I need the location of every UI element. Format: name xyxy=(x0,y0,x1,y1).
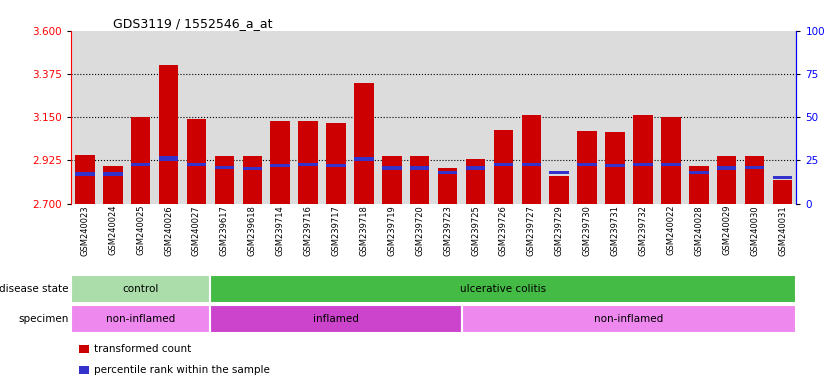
Text: percentile rank within the sample: percentile rank within the sample xyxy=(94,365,270,375)
Bar xyxy=(577,131,597,204)
Bar xyxy=(773,180,792,204)
Bar xyxy=(354,83,374,204)
Bar xyxy=(187,119,206,204)
Bar xyxy=(326,123,346,204)
Text: disease state: disease state xyxy=(0,284,68,294)
Text: specimen: specimen xyxy=(18,314,68,324)
Bar xyxy=(438,168,457,204)
Text: non-inflamed: non-inflamed xyxy=(106,314,175,324)
Bar xyxy=(605,164,625,167)
Bar xyxy=(661,117,681,204)
Bar xyxy=(465,159,485,204)
Bar xyxy=(158,157,178,161)
Bar xyxy=(773,176,792,179)
Bar xyxy=(131,163,150,166)
Bar xyxy=(661,163,681,167)
Bar xyxy=(131,117,150,204)
Bar xyxy=(214,157,234,204)
Bar xyxy=(717,167,736,170)
Bar xyxy=(410,167,430,170)
Bar xyxy=(270,164,290,167)
Bar xyxy=(243,167,262,170)
Bar xyxy=(103,172,123,175)
Bar xyxy=(717,156,736,204)
Text: non-inflamed: non-inflamed xyxy=(595,314,664,324)
Bar xyxy=(410,156,430,204)
Bar xyxy=(158,65,178,204)
Bar xyxy=(633,115,653,204)
Polygon shape xyxy=(73,287,80,291)
Bar xyxy=(494,163,513,167)
Text: transformed count: transformed count xyxy=(94,344,192,354)
Bar xyxy=(689,166,709,204)
Bar xyxy=(633,163,653,167)
Bar xyxy=(354,157,374,161)
Bar xyxy=(187,163,206,166)
Bar xyxy=(299,121,318,204)
Bar xyxy=(550,176,569,204)
Bar xyxy=(326,164,346,167)
Text: control: control xyxy=(123,284,158,294)
Bar xyxy=(270,121,290,204)
Bar xyxy=(605,131,625,204)
Text: ulcerative colitis: ulcerative colitis xyxy=(460,284,546,294)
Bar xyxy=(75,155,94,204)
Bar xyxy=(494,130,513,204)
Bar xyxy=(465,167,485,170)
Bar xyxy=(521,115,541,204)
Text: GDS3119 / 1552546_a_at: GDS3119 / 1552546_a_at xyxy=(113,17,272,30)
Bar xyxy=(521,163,541,167)
Bar xyxy=(382,167,402,170)
Bar xyxy=(214,166,234,169)
Bar xyxy=(382,157,402,204)
Bar xyxy=(103,166,123,204)
Bar xyxy=(577,163,597,167)
Bar xyxy=(689,171,709,174)
Bar xyxy=(745,167,765,169)
Bar xyxy=(299,163,318,167)
Bar xyxy=(550,171,569,174)
Bar xyxy=(745,157,765,204)
Bar xyxy=(75,172,94,175)
Bar xyxy=(243,157,262,204)
Polygon shape xyxy=(73,317,80,321)
Text: inflamed: inflamed xyxy=(313,314,359,324)
Bar xyxy=(438,171,457,174)
